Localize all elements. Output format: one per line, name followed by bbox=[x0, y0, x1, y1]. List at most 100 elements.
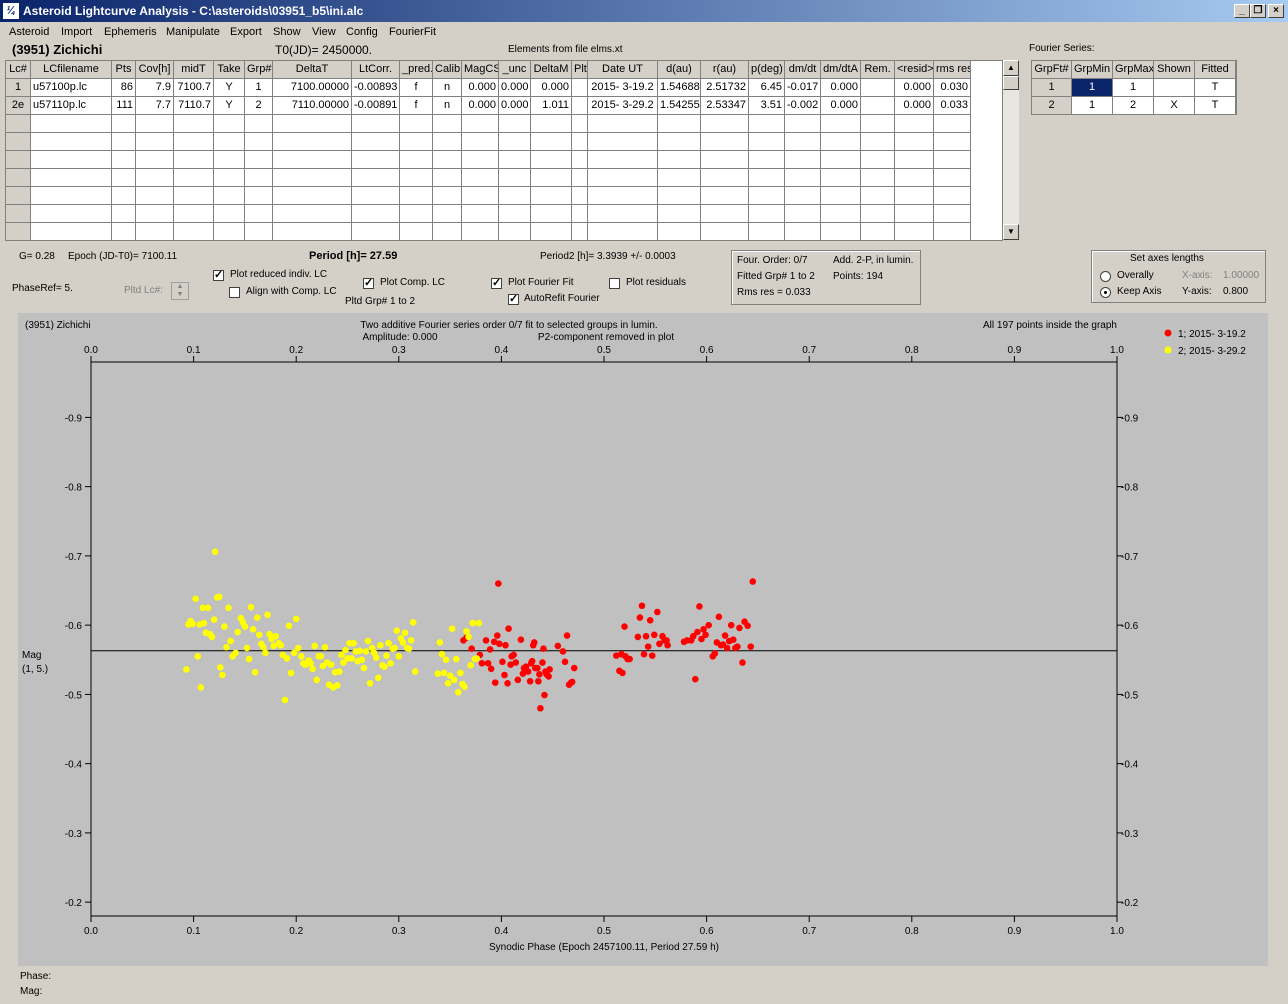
column-header[interactable]: Plt bbox=[572, 61, 588, 79]
table-cell[interactable] bbox=[174, 169, 214, 187]
table-cell[interactable] bbox=[572, 169, 588, 187]
column-header[interactable]: <resid> bbox=[895, 61, 934, 79]
table-cell[interactable] bbox=[821, 223, 861, 241]
table-cell[interactable] bbox=[588, 223, 658, 241]
table-cell[interactable] bbox=[934, 169, 971, 187]
table-cell[interactable] bbox=[31, 151, 112, 169]
table-cell[interactable] bbox=[31, 187, 112, 205]
table-cell[interactable] bbox=[214, 187, 245, 205]
table-cell[interactable] bbox=[174, 205, 214, 223]
table-cell[interactable] bbox=[214, 169, 245, 187]
fourier-cell[interactable] bbox=[1154, 79, 1195, 97]
table-cell[interactable] bbox=[352, 133, 400, 151]
row-header[interactable] bbox=[6, 223, 31, 241]
table-cell[interactable] bbox=[785, 169, 821, 187]
table-cell[interactable] bbox=[214, 223, 245, 241]
table-cell[interactable] bbox=[136, 223, 174, 241]
row-header[interactable]: 2e bbox=[6, 97, 31, 115]
table-cell[interactable]: f bbox=[400, 97, 433, 115]
table-cell[interactable] bbox=[701, 223, 749, 241]
table-cell[interactable] bbox=[658, 169, 701, 187]
column-header[interactable]: _pred. bbox=[400, 61, 433, 79]
fourier-column-header[interactable]: Shown bbox=[1154, 61, 1195, 79]
fourier-cell[interactable]: T bbox=[1195, 97, 1236, 115]
table-cell[interactable]: 6.45 bbox=[749, 79, 785, 97]
table-cell[interactable] bbox=[31, 169, 112, 187]
table-cell[interactable] bbox=[658, 187, 701, 205]
column-header[interactable]: Cov[h] bbox=[136, 61, 174, 79]
table-cell[interactable] bbox=[572, 115, 588, 133]
table-cell[interactable] bbox=[400, 115, 433, 133]
column-header[interactable]: Grp# bbox=[245, 61, 273, 79]
restore-button[interactable]: ❐ bbox=[1250, 4, 1266, 18]
fourier-column-header[interactable]: GrpMin bbox=[1072, 61, 1113, 79]
lightcurve-table[interactable]: Lc# LCfilename Pts Cov[h] midT Take Grp# DeltaT… bbox=[5, 60, 1003, 241]
table-cell[interactable]: 0.000 bbox=[499, 79, 531, 97]
table-cell[interactable] bbox=[245, 187, 273, 205]
column-header[interactable]: DeltaM bbox=[531, 61, 572, 79]
menu-manipulate[interactable]: Manipulate bbox=[166, 26, 220, 38]
table-cell[interactable] bbox=[934, 187, 971, 205]
fourier-column-header[interactable]: Fitted bbox=[1195, 61, 1236, 79]
column-header[interactable]: DeltaT bbox=[273, 61, 352, 79]
lightcurve-plot-panel[interactable]: 0.0 0.0 0.1 0.1 0.2 0.2 0.3 0.3 0.4 0.4 0.5 0.5 0.6 0… bbox=[18, 313, 1268, 966]
table-cell[interactable] bbox=[112, 223, 136, 241]
table-cell[interactable]: 2.53347 bbox=[701, 97, 749, 115]
table-cell[interactable] bbox=[785, 115, 821, 133]
table-cell[interactable] bbox=[821, 169, 861, 187]
column-header[interactable]: p(deg) bbox=[749, 61, 785, 79]
align-comp-checkbox[interactable] bbox=[229, 287, 240, 298]
table-cell[interactable] bbox=[31, 205, 112, 223]
table-cell[interactable] bbox=[245, 223, 273, 241]
table-cell[interactable] bbox=[701, 151, 749, 169]
table-cell[interactable]: n bbox=[433, 97, 462, 115]
table-cell[interactable] bbox=[174, 115, 214, 133]
table-cell[interactable]: 7110.00000 bbox=[273, 97, 352, 115]
table-cell[interactable] bbox=[273, 187, 352, 205]
table-cell[interactable] bbox=[861, 169, 895, 187]
table-cell[interactable] bbox=[433, 223, 462, 241]
table-cell[interactable] bbox=[499, 169, 531, 187]
table-cell[interactable]: 1.011 bbox=[531, 97, 572, 115]
table-cell[interactable] bbox=[462, 205, 499, 223]
table-cell[interactable] bbox=[895, 115, 934, 133]
table-cell[interactable] bbox=[895, 223, 934, 241]
table-cell[interactable] bbox=[174, 151, 214, 169]
table-cell[interactable] bbox=[174, 187, 214, 205]
table-cell[interactable]: 0.033 bbox=[934, 97, 971, 115]
table-cell[interactable] bbox=[658, 133, 701, 151]
table-cell[interactable] bbox=[400, 223, 433, 241]
table-cell[interactable] bbox=[588, 187, 658, 205]
table-cell[interactable] bbox=[136, 169, 174, 187]
column-header[interactable]: MagCS bbox=[462, 61, 499, 79]
table-cell[interactable]: 2015- 3-29.2 bbox=[588, 97, 658, 115]
table-cell[interactable] bbox=[136, 205, 174, 223]
table-cell[interactable] bbox=[352, 151, 400, 169]
lightcurve-chart[interactable]: 0.0 0.0 0.1 0.1 0.2 0.2 0.3 0.3 0.4 0.4 0.5 0.5 0.6 0… bbox=[18, 313, 1268, 966]
table-cell[interactable]: 1.54255 bbox=[658, 97, 701, 115]
table-cell[interactable] bbox=[572, 151, 588, 169]
table-cell[interactable] bbox=[400, 151, 433, 169]
y-axis-value[interactable]: 0.800 bbox=[1223, 286, 1249, 297]
table-cell[interactable] bbox=[112, 133, 136, 151]
table-cell[interactable] bbox=[861, 205, 895, 223]
table-cell[interactable] bbox=[861, 97, 895, 115]
pltd-lc-spinner[interactable]: ▲ ▼ bbox=[171, 282, 189, 300]
table-cell[interactable]: 7100.7 bbox=[174, 79, 214, 97]
table-cell[interactable]: Y bbox=[214, 97, 245, 115]
table-cell[interactable] bbox=[214, 115, 245, 133]
table-cell[interactable] bbox=[136, 187, 174, 205]
row-header[interactable] bbox=[6, 151, 31, 169]
table-cell[interactable] bbox=[273, 169, 352, 187]
table-cell[interactable] bbox=[531, 169, 572, 187]
column-header[interactable]: Calib bbox=[433, 61, 462, 79]
table-cell[interactable] bbox=[531, 205, 572, 223]
fourier-cell[interactable]: 1 bbox=[1032, 79, 1072, 97]
row-header[interactable] bbox=[6, 133, 31, 151]
table-cell[interactable] bbox=[531, 151, 572, 169]
menu-ephemeris[interactable]: Ephemeris bbox=[104, 26, 157, 38]
close-button[interactable]: × bbox=[1268, 4, 1284, 18]
row-header[interactable] bbox=[6, 187, 31, 205]
table-cell[interactable] bbox=[934, 115, 971, 133]
table-cell[interactable]: 1.54688 bbox=[658, 79, 701, 97]
